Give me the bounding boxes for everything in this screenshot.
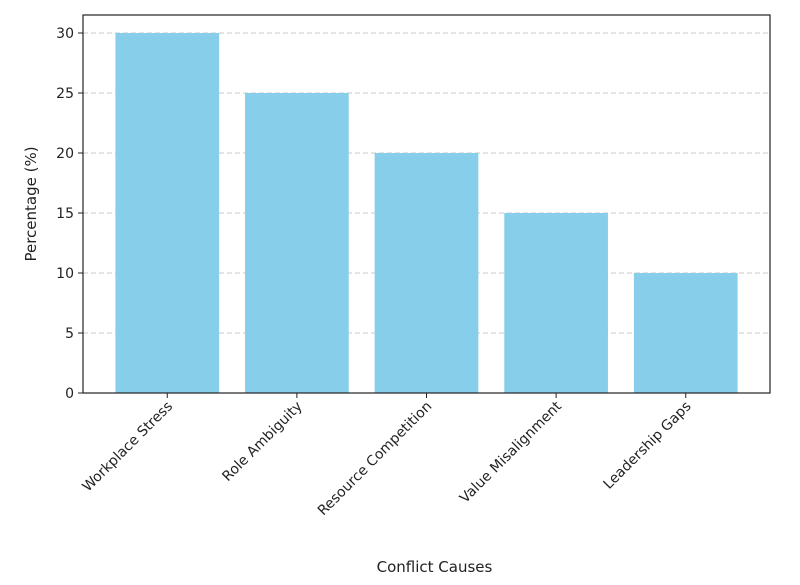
x-tick-label: Workplace Stress (79, 399, 176, 496)
x-tick-label: Resource Competition (315, 399, 435, 519)
bar (245, 93, 349, 393)
bar (504, 213, 608, 393)
y-tick-label: 10 (56, 266, 74, 282)
x-tick-label: Role Ambiguity (219, 399, 305, 485)
x-tick-label: Value Misalignment (457, 398, 565, 506)
y-axis-label: Percentage (%) (22, 146, 40, 261)
x-axis-label: Conflict Causes (377, 558, 493, 576)
bars (115, 33, 738, 393)
y-tick-label: 20 (56, 146, 74, 162)
bar (115, 33, 220, 393)
y-tick-label: 30 (56, 26, 74, 42)
x-tick-label: Leadership Gaps (601, 399, 695, 493)
bar (633, 273, 738, 393)
y-tick-label: 25 (56, 86, 74, 102)
y-ticks: 0 5 10 15 20 25 30 (56, 26, 83, 402)
x-ticks: Workplace Stress Role Ambiguity Resource C… (79, 393, 695, 519)
y-tick-label: 15 (56, 206, 74, 222)
y-tick-label: 0 (65, 386, 74, 402)
bar (374, 153, 479, 393)
y-tick-label: 5 (65, 326, 74, 342)
